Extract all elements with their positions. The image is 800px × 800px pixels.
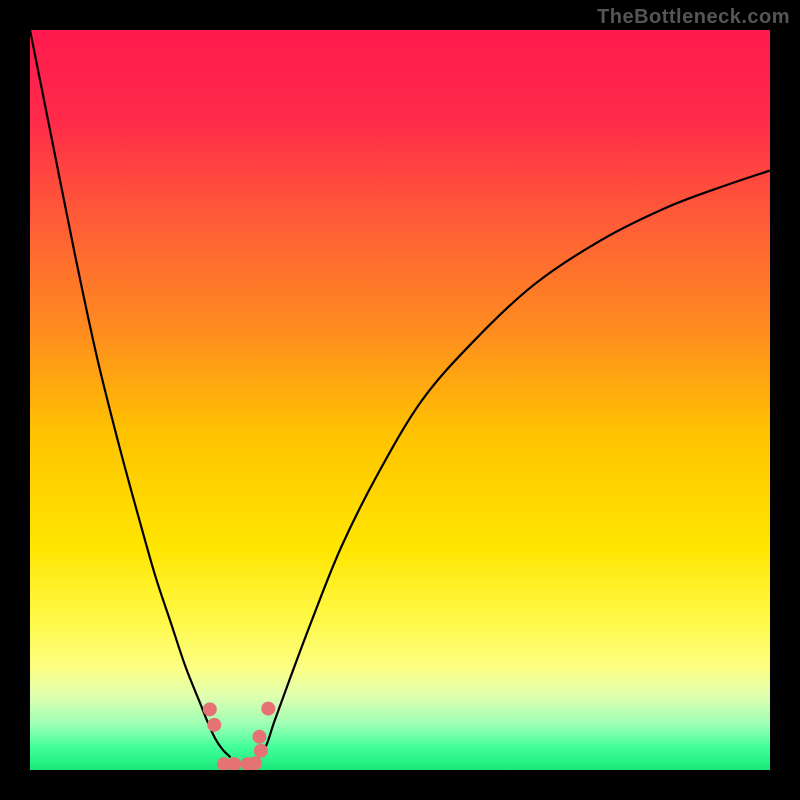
marker-point — [254, 744, 268, 758]
marker-point — [207, 718, 221, 732]
marker-point — [203, 702, 217, 716]
chart-svg — [30, 30, 770, 770]
marker-point — [252, 730, 266, 744]
marker-point — [261, 702, 275, 716]
gradient-background — [30, 30, 770, 770]
watermark-text: TheBottleneck.com — [597, 6, 790, 29]
chart-frame: TheBottleneck.com — [0, 0, 800, 800]
plot-area — [30, 30, 770, 770]
marker-point — [248, 756, 262, 770]
